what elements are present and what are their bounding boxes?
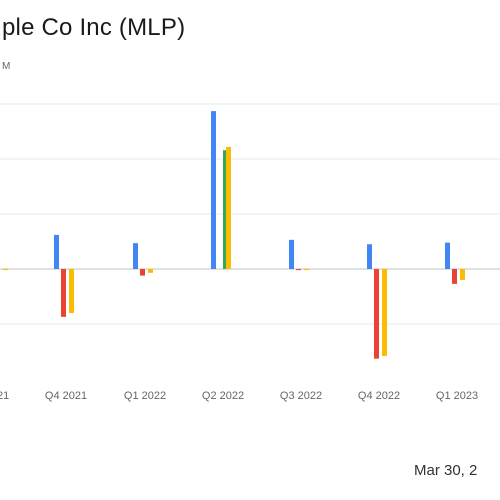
bar-yellow_series-6[interactable] — [460, 269, 465, 280]
x-tick-label: Q1 2023 — [436, 390, 478, 402]
x-tick-label: 021 — [0, 390, 9, 402]
x-tick-label: Q4 2021 — [45, 390, 87, 402]
x-tick-label: Q1 2022 — [124, 390, 166, 402]
bar-red_series-2[interactable] — [140, 269, 145, 276]
x-tick-label: Q2 2022 — [202, 390, 244, 402]
x-tick-label: Q3 2022 — [280, 390, 322, 402]
as-of-date: Mar 30, 2 — [414, 462, 478, 479]
bar-revenue-3[interactable] — [211, 111, 216, 270]
x-tick-labels: 021 Q4 2021 Q1 2022 Q2 2022 Q3 2022 Q4 2022 Q1… — [0, 390, 478, 402]
x-tick-label: Q4 2022 — [358, 390, 400, 402]
bar-red_series-5[interactable] — [374, 269, 379, 359]
bar-revenue-5[interactable] — [367, 244, 372, 269]
bars — [3, 111, 465, 359]
bar-yellow_series-0[interactable] — [3, 269, 8, 271]
bar-red_series-1[interactable] — [61, 269, 66, 317]
bar-green_series-3[interactable] — [223, 150, 228, 269]
bar-yellow_series-4[interactable] — [304, 269, 309, 271]
unit-label: M — [2, 61, 11, 72]
bar-revenue-4[interactable] — [289, 239, 294, 269]
bar-yellow_series-3[interactable] — [226, 146, 231, 269]
chart-title: ple Co Inc (MLP) — [2, 14, 186, 41]
bar-red_series-6[interactable] — [452, 269, 457, 284]
bar-yellow_series-1[interactable] — [69, 269, 74, 313]
bar-revenue-1[interactable] — [54, 234, 59, 269]
gridlines — [0, 103, 500, 325]
bar-revenue-2[interactable] — [133, 243, 138, 269]
bar-yellow_series-5[interactable] — [382, 269, 387, 356]
bar-yellow_series-2[interactable] — [148, 269, 153, 273]
bar-red_series-4[interactable] — [296, 269, 301, 271]
bar-revenue-6[interactable] — [445, 242, 450, 269]
